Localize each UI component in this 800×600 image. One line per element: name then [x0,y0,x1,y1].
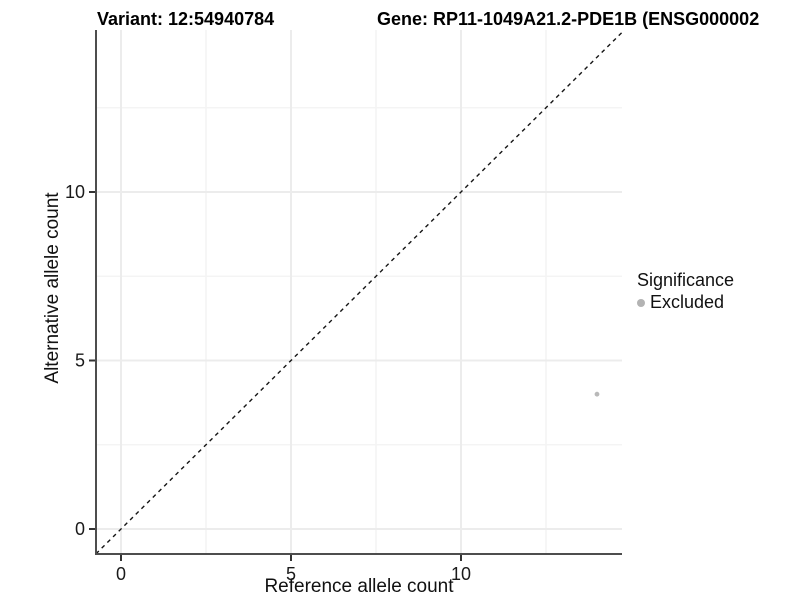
x-tick-label: 0 [116,564,126,584]
legend-item-excluded: Excluded [637,292,734,313]
x-tick-label: 5 [286,564,296,584]
variant-title: Variant: 12:54940784 [97,9,275,29]
y-tick-label: 5 [75,351,85,371]
y-tick-label: 0 [75,519,85,539]
y-axis-title: Alternative allele count [42,192,63,384]
legend-title: Significance [637,270,735,290]
gene-title: Gene: RP11-1049A21.2-PDE1B (ENSG000002 [377,9,760,29]
legend-item-label: Excluded [650,292,725,312]
identity-reference-line [95,31,623,555]
x-axis-title: Reference allele count [264,576,454,597]
y-tick-label: 10 [65,182,85,202]
excluded-point-icon [637,298,645,307]
data-point [594,391,600,397]
x-tick-label: 10 [451,564,471,584]
legend: Significance Excluded [637,270,734,313]
